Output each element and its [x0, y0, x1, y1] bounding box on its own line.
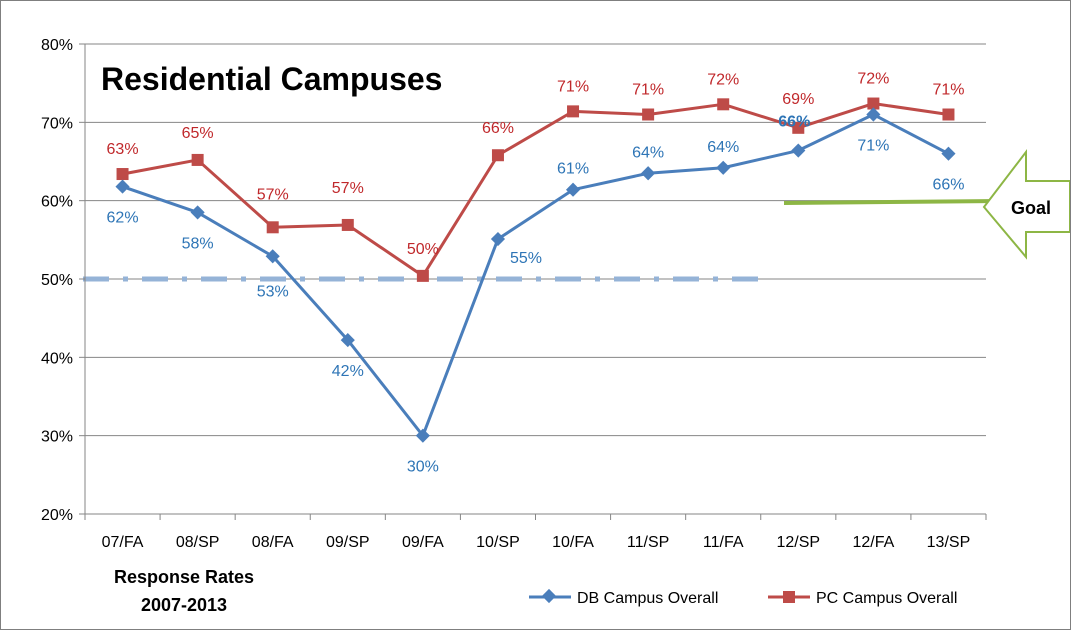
data-point-db [490, 231, 506, 247]
chart-subtitle-line-2: 2007-2013 [141, 595, 227, 615]
data-label-db: 58% [182, 235, 214, 252]
y-tick-label: 40% [41, 350, 73, 367]
data-label-db: 53% [257, 283, 289, 300]
chart-title: Residential Campuses [101, 61, 442, 97]
legend-label-pc: PC Campus Overall [816, 590, 957, 607]
x-tick-label: 10/SP [476, 534, 520, 551]
data-point-pc [792, 121, 805, 134]
legend-label-db: DB Campus Overall [577, 590, 718, 607]
x-tick-label: 11/SP [627, 534, 669, 551]
legend-item-db: DB Campus Overall [529, 588, 718, 607]
data-point-pc [266, 221, 279, 234]
goal-line [783, 199, 1002, 205]
gridlines [85, 43, 986, 437]
data-label-pc: 71% [557, 78, 589, 95]
x-tick-label: 12/FA [852, 534, 894, 551]
y-tick-label: 50% [41, 272, 73, 289]
data-point-db [716, 160, 731, 175]
data-label-pc: 63% [107, 141, 139, 158]
series-line-db [122, 113, 950, 438]
goal-label: Goal [1011, 198, 1051, 218]
data-point-pc [116, 168, 129, 181]
y-tick-label: 80% [41, 37, 73, 54]
goal-annotation: Goal [783, 149, 1070, 260]
data-label-pc: 72% [857, 71, 889, 88]
x-tick-label: 08/SP [176, 534, 220, 551]
data-labels: 63% 65% 57% 57% 50% 66% 71% 71% 72% 69% 72% 71% 62% 5… [107, 71, 965, 476]
data-label-pc: 50% [407, 241, 439, 258]
legend-item-pc: PC Campus Overall [768, 590, 957, 607]
series-group [115, 97, 956, 443]
data-label-pc: 65% [182, 125, 214, 142]
data-point-db [340, 333, 355, 348]
data-label-pc: 71% [932, 82, 964, 99]
x-tick-label: 13/SP [927, 534, 971, 551]
data-point-db [565, 182, 581, 197]
data-point-db [641, 166, 656, 181]
data-point-db [415, 428, 430, 443]
data-label-pc: 71% [632, 82, 664, 99]
data-point-db [115, 179, 130, 194]
data-point-pc [717, 98, 730, 111]
data-label-db: 64% [632, 144, 664, 161]
y-tick-label: 20% [41, 507, 73, 524]
data-point-db [941, 146, 956, 161]
data-label-db: 61% [557, 161, 589, 178]
data-label-db: 62% [107, 210, 139, 227]
data-label-db: 55% [510, 250, 542, 267]
data-label-pc: 57% [332, 180, 364, 197]
data-point-db [190, 205, 205, 220]
data-label-db: 66% [778, 114, 810, 131]
x-tick-label: 10/FA [552, 534, 594, 551]
data-point-pc [191, 153, 204, 166]
legend-marker-db [541, 588, 557, 604]
data-point-pc [942, 108, 955, 121]
data-label-db: 64% [707, 139, 739, 156]
data-label-db: 30% [407, 459, 439, 476]
x-tick-label: 08/FA [252, 534, 294, 551]
data-label-pc: 72% [707, 71, 739, 88]
x-tick-label: 09/SP [326, 534, 370, 551]
x-tick-label: 11/FA [703, 534, 744, 551]
data-label-db: 66% [932, 177, 964, 194]
y-tick-label: 70% [41, 115, 73, 132]
y-tick-label: 30% [41, 429, 73, 446]
axes: 20% 30% 40% 50% 60% 70% 80% 07/FA 08/SP 08/FA 09/S… [41, 37, 987, 551]
data-point-pc [567, 105, 580, 118]
chart-subtitle-line-1: Response Rates [114, 567, 254, 587]
legend: DB Campus Overall PC Campus Overall [529, 588, 957, 607]
x-tick-label: 07/FA [102, 534, 144, 551]
data-point-pc [642, 108, 655, 121]
x-tick-label: 12/SP [776, 534, 820, 551]
data-point-db [866, 107, 881, 122]
y-tick-label: 60% [41, 194, 73, 211]
legend-marker-pc [783, 591, 795, 603]
data-label-pc: 57% [257, 186, 289, 203]
data-point-pc [867, 97, 880, 110]
data-point-db [791, 143, 806, 158]
x-tick-label: 09/FA [402, 534, 444, 551]
data-point-db [265, 249, 280, 264]
data-label-db: 71% [857, 138, 889, 155]
data-label-db: 42% [332, 363, 364, 380]
data-point-pc [491, 149, 504, 162]
goal-arrow-icon [982, 149, 1070, 260]
data-point-pc [416, 269, 429, 282]
data-label-pc: 69% [782, 91, 814, 108]
data-label-pc: 66% [482, 120, 514, 137]
series-line-pc [122, 102, 949, 278]
data-point-pc [341, 218, 354, 231]
